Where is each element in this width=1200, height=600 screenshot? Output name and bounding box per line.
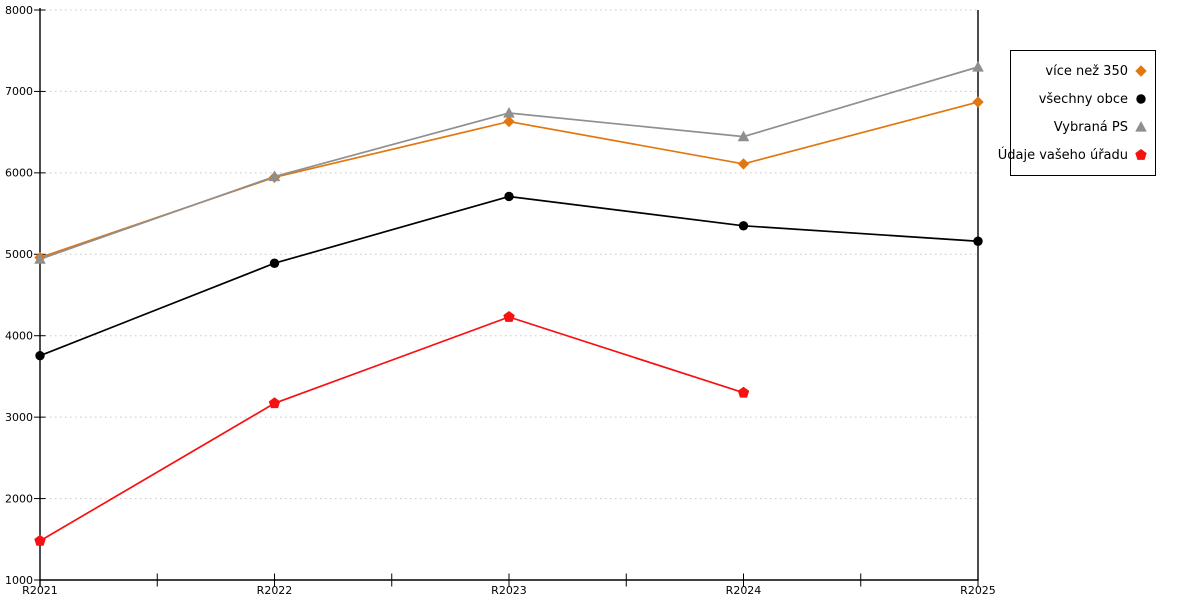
triangle-marker-icon	[972, 61, 984, 72]
circle-marker-icon	[1134, 92, 1148, 106]
pentagon-marker-canvas	[1135, 149, 1147, 160]
triangle-marker-icon	[1134, 120, 1148, 134]
legend-label: Údaje vašeho úřadu	[997, 147, 1128, 163]
pentagon-marker-icon	[268, 397, 281, 409]
diamond-marker-canvas	[1135, 65, 1147, 77]
triangle-marker-icon	[268, 170, 281, 182]
y-tick-label: 1000	[5, 574, 33, 587]
legend-item: Vybraná PS	[1017, 113, 1148, 141]
y-tick-label: 2000	[5, 492, 33, 505]
circle-marker-icon	[738, 221, 749, 231]
pentagon-marker-icon	[1134, 148, 1148, 162]
diamond-marker-icon	[503, 115, 515, 128]
y-tick-label: 3000	[5, 411, 33, 424]
triangle-marker-icon	[1135, 121, 1147, 132]
diamond-marker-icon	[972, 96, 984, 108]
x-tick-label: R2024	[726, 584, 762, 597]
legend-item: všechny obce	[1017, 85, 1148, 113]
legend: více než 350 všechny obce Vybraná PS Údaje …	[998, 50, 1156, 176]
legend-label: všechny obce	[1038, 91, 1128, 107]
triangle-marker-canvas	[1135, 121, 1147, 132]
circle-marker-icon	[1136, 94, 1146, 104]
x-tick-label: R2025	[960, 584, 996, 597]
legend-item: více než 350	[1017, 57, 1148, 85]
diamond-marker-icon	[1135, 65, 1147, 77]
circle-marker-icon	[35, 350, 45, 361]
triangle-marker-icon	[503, 107, 515, 118]
diamond-marker-icon	[737, 158, 750, 170]
y-tick-label: 6000	[5, 167, 33, 180]
pentagon-marker-icon	[737, 386, 750, 398]
y-tick-label: 7000	[5, 85, 33, 98]
diamond-marker-icon	[1134, 64, 1148, 78]
series-line-3	[39, 316, 744, 542]
y-tick-label: 8000	[5, 4, 33, 17]
x-tick-label: R2022	[257, 584, 293, 597]
triangle-marker-icon	[34, 253, 46, 264]
circle-marker-icon	[973, 236, 983, 246]
circle-marker-icon	[269, 258, 280, 268]
x-tick-label: R2023	[491, 584, 527, 597]
legend-item: Údaje vašeho úřadu	[998, 141, 1148, 169]
triangle-marker-icon	[737, 130, 750, 142]
x-tick-label: R2021	[22, 584, 58, 597]
y-tick-label: 5000	[5, 248, 33, 261]
circle-marker-canvas	[1136, 94, 1146, 104]
pentagon-marker-icon	[1135, 149, 1147, 160]
pentagon-marker-icon	[34, 534, 46, 546]
series-line-1	[39, 195, 979, 357]
legend-label: více než 350	[1045, 63, 1128, 79]
legend-label: Vybraná PS	[1053, 119, 1128, 135]
y-tick-label: 4000	[5, 330, 33, 343]
pentagon-marker-icon	[503, 310, 515, 322]
series-line-2	[39, 66, 979, 260]
circle-marker-icon	[504, 191, 514, 202]
